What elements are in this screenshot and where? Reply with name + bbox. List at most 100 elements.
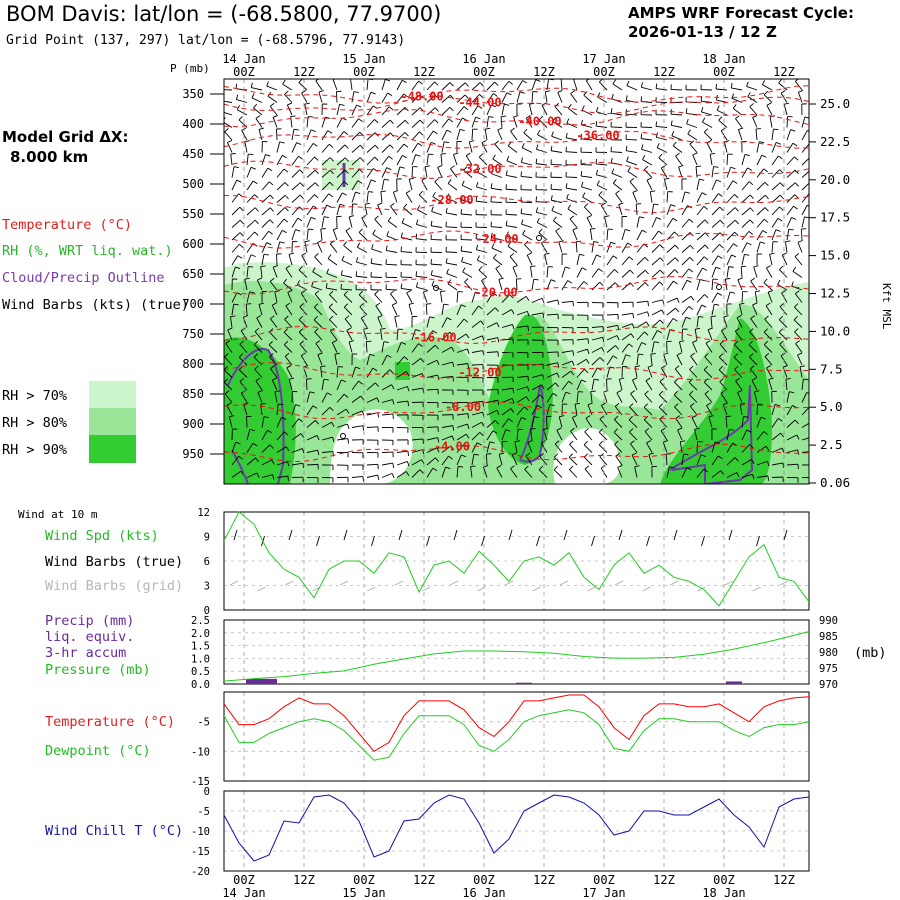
- wind-barb: [486, 441, 491, 453]
- wind-barb-flag: [326, 204, 332, 208]
- wind-barb-flag: [616, 390, 622, 394]
- wind-barb: [327, 258, 338, 266]
- wind-barb-flag: [736, 472, 740, 478]
- wind-barb: [516, 396, 527, 403]
- wind-barb-flag: [584, 465, 590, 470]
- wind-barb: [366, 79, 369, 91]
- wind-barb: [471, 411, 483, 416]
- wind-barb: [231, 304, 235, 316]
- wind-barb: [552, 121, 563, 128]
- wind-barb-flag: [243, 315, 249, 318]
- wind-barb-flag: [332, 437, 335, 443]
- wind-barb: [506, 235, 518, 241]
- wind-barb: [786, 434, 798, 441]
- wind-barb: [711, 267, 717, 278]
- wind-barb-flag: [377, 315, 383, 318]
- wind-barb: [291, 433, 302, 441]
- wind-barb: [674, 406, 683, 416]
- wind-barb-flag: [257, 390, 263, 393]
- wind-barb-flag: [284, 182, 289, 187]
- wind-barb: [441, 425, 453, 428]
- wind-barb: [224, 393, 233, 403]
- wind-barb-flag: [344, 169, 349, 174]
- wind-barb-flag: [251, 93, 255, 99]
- pressure-tick-label: 900: [182, 417, 204, 431]
- wind-barb: [255, 380, 263, 391]
- wind-barb: [345, 230, 353, 241]
- wind-barb-flag: [570, 370, 575, 376]
- wind-barb: [546, 382, 556, 391]
- wind-barb-flag: [481, 140, 487, 144]
- wind-barb-flag: [654, 341, 660, 344]
- wind-barb: [696, 219, 706, 228]
- temperature-contour: [224, 85, 809, 104]
- wind-barb-flag: [434, 107, 439, 112]
- wind-barb-flag: [446, 317, 452, 321]
- wind-barb-flag: [529, 102, 535, 105]
- wind-barb-flag: [701, 192, 707, 196]
- wind-barb-flag: [535, 196, 538, 202]
- wind-barb-flag: [460, 245, 463, 252]
- wind-barb: [786, 405, 793, 416]
- wind-barb-flag: [374, 144, 379, 150]
- wind-barb-flag: [235, 441, 241, 445]
- wind-barb: [576, 338, 588, 341]
- wind-barb-flag: [430, 270, 433, 276]
- wind-barb-flag: [241, 390, 246, 394]
- wind-barb-flag: [628, 256, 634, 261]
- wind-barb-flag: [587, 338, 589, 344]
- wind-barb: [227, 329, 233, 341]
- wind-barb-flag: [273, 115, 279, 118]
- wind-barb-flag: [380, 327, 386, 330]
- wind-barb: [704, 356, 713, 366]
- legend-wind10m: Wind at 10 m: [18, 508, 98, 521]
- wind-barb: [771, 241, 774, 253]
- wind-barb: [726, 231, 736, 241]
- wind-barb-flag: [437, 165, 443, 168]
- wind-barb: [696, 256, 705, 266]
- wind-barb: [272, 267, 278, 278]
- wind-barb: [642, 159, 653, 166]
- wind-barb: [797, 354, 803, 366]
- wind-barb: [253, 344, 263, 353]
- wind-barb-flag: [314, 328, 319, 333]
- wind-barb-flag: [406, 290, 412, 294]
- wind-barb-flag: [527, 376, 529, 382]
- wind-barb-flag: [466, 348, 470, 354]
- wind-barb: [634, 466, 638, 478]
- wind-barb: [587, 404, 593, 416]
- wind-barb-flag: [641, 144, 644, 150]
- wind-barb-flag: [299, 169, 304, 174]
- wind-barb: [546, 372, 558, 378]
- wind-barb-flag: [800, 365, 806, 368]
- wind-barb-flag: [464, 82, 469, 87]
- wind-barb: [636, 282, 646, 291]
- wind-barb: [490, 226, 503, 228]
- wind-barb-flag: [328, 143, 334, 148]
- wind-barb: [329, 243, 338, 253]
- wind-barb-flag: [399, 166, 405, 169]
- wind-barb-flag: [675, 152, 680, 157]
- wind-barb: [551, 150, 563, 153]
- wind-barb-flag: [766, 461, 770, 467]
- wind-barb: [527, 442, 533, 453]
- wind-barb: [396, 80, 403, 91]
- wind-barb: [471, 82, 481, 91]
- wind-barb: [746, 86, 758, 91]
- wind-barb-flag: [703, 205, 709, 210]
- wind-barb: [751, 380, 758, 391]
- wind-barb: [366, 132, 376, 141]
- wind-barbs: [224, 79, 809, 483]
- wind-barb: [531, 91, 534, 103]
- wind-barb: [321, 421, 332, 428]
- wind-barb: [674, 381, 683, 391]
- wind-barb-flag: [763, 90, 768, 96]
- surface-wind-barb: [481, 535, 485, 547]
- wind-barb-flag: [765, 446, 770, 451]
- wind-barb: [269, 106, 278, 116]
- wind-barb-flag: [641, 229, 647, 233]
- wind-barb: [329, 319, 338, 328]
- surface-wind-barb: [316, 535, 320, 547]
- wind-barb-flag: [505, 429, 511, 432]
